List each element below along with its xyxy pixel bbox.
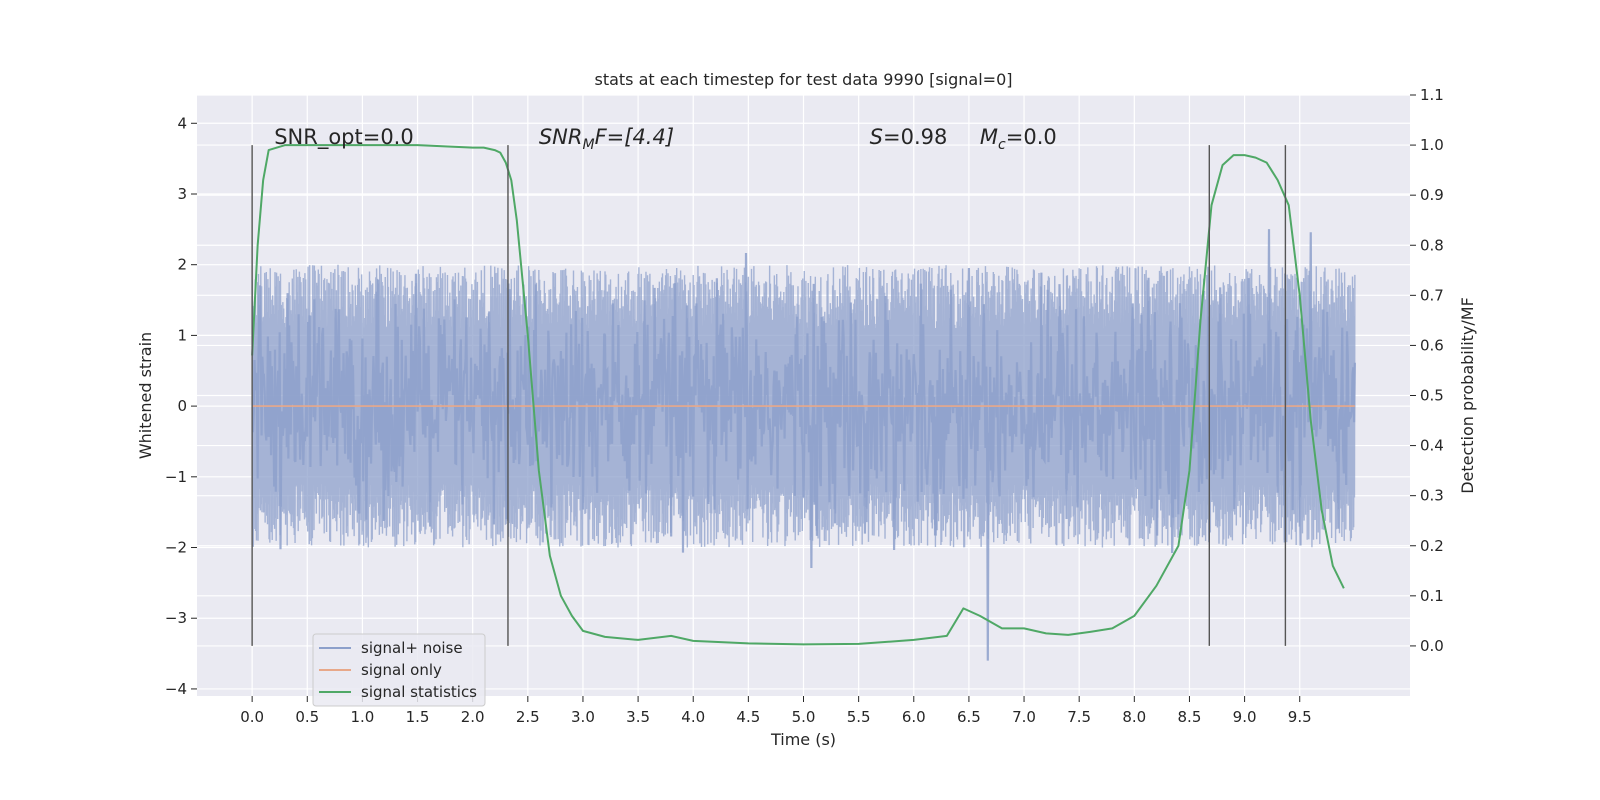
x-tick-label: 7.5 (1067, 708, 1091, 726)
y-axis-label: Whitened strain (136, 332, 155, 459)
x-tick-label: 9.0 (1233, 708, 1257, 726)
y-tick-label: 2 (177, 256, 187, 274)
x-tick-label: 3.0 (571, 708, 595, 726)
x-tick-label: 6.5 (957, 708, 981, 726)
s-letter: S (870, 125, 883, 149)
y-tick-label: −2 (165, 539, 187, 557)
x-tick-label: 2.0 (461, 708, 485, 726)
legend-label: signal only (361, 661, 442, 679)
y-tick-label: 3 (177, 185, 187, 203)
y-tick-label: −1 (165, 468, 187, 486)
y2-axis-label: Detection probability/MF (1458, 297, 1477, 494)
y2-tick-label: 0.9 (1420, 186, 1444, 204)
x-tick-label: 7.0 (1012, 708, 1036, 726)
y2-tick-label: 0.0 (1420, 637, 1444, 655)
noise-series-layer (251, 229, 1356, 661)
snr-mf-main: SNR (539, 125, 583, 149)
x-tick-label: 4.0 (681, 708, 705, 726)
y2-tick-label: 0.1 (1420, 587, 1444, 605)
legend-items: signal+ noise signal only signal statistic… (319, 639, 477, 701)
x-tick-label: 0.0 (240, 708, 264, 726)
x-tick-label: 8.0 (1122, 708, 1146, 726)
mc-sub: c (998, 137, 1006, 153)
legend-box (312, 633, 486, 707)
signal-noise-band (251, 264, 1356, 548)
x-tick-label: 3.5 (626, 708, 650, 726)
annotation-mc: Mc=0.0 (980, 125, 1057, 153)
snr-mf-rest: F=[4.4] (595, 125, 674, 149)
x-tick-label: 4.5 (736, 708, 760, 726)
y-tick-label: −4 (165, 680, 187, 698)
y2-tick-label: 0.7 (1420, 286, 1444, 304)
line-series-layer (251, 144, 1355, 646)
signal-statistics-line (251, 144, 1345, 646)
snr-mf-sub: M (582, 137, 594, 153)
x-tick-label: 2.5 (516, 708, 540, 726)
legend-label: signal statistics (361, 683, 477, 701)
x-tick-label: 1.0 (350, 708, 374, 726)
vertical-marker-layer (251, 145, 1287, 646)
x-tick-label: 6.0 (902, 708, 926, 726)
x-tick-label: 0.5 (295, 708, 319, 726)
y2-tick-label: 0.8 (1420, 236, 1444, 254)
legend-label: signal+ noise (361, 639, 463, 657)
x-tick-label: 5.0 (792, 708, 816, 726)
x-tick-label: 1.5 (406, 708, 430, 726)
axis-layer: 0.0 0.5 1.0 1.5 2.0 2.5 3.0 3.5 4.0 4.5 5.0 5.5 6.0 6… (165, 86, 1444, 726)
mc-rest: =0.0 (1006, 125, 1057, 149)
y2-tick-label: 1.0 (1420, 136, 1444, 154)
y2-tick-label: 0.3 (1420, 487, 1444, 505)
chart-title: stats at each timestep for test data 999… (594, 70, 1012, 89)
y-tick-label: −3 (165, 609, 187, 627)
y2-tick-label: 0.6 (1420, 336, 1444, 354)
y2-tick-label: 1.1 (1420, 86, 1444, 104)
y-tick-label: 1 (177, 326, 187, 344)
annotation-snr-mf: SNRMF=[4.4] (539, 125, 674, 153)
y-tick-label: 0 (177, 397, 187, 415)
s-rest: =0.98 (883, 125, 947, 149)
x-axis-label: Time (s) (770, 730, 836, 749)
y2-tick-label: 0.5 (1420, 387, 1444, 405)
x-tick-label: 5.5 (847, 708, 871, 726)
y-tick-label: 4 (177, 114, 187, 132)
x-tick-label: 9.5 (1288, 708, 1312, 726)
x-tick-label: 8.5 (1178, 708, 1202, 726)
legend: signal+ noise signal only signal statistic… (312, 633, 486, 707)
y2-tick-label: 0.2 (1420, 537, 1444, 555)
y2-tick-label: 0.4 (1420, 437, 1444, 455)
annotation-snr-opt: SNR_opt=0.0 (274, 125, 414, 150)
annotation-s: S=0.98 (870, 125, 948, 149)
mc-letter: M (980, 125, 998, 149)
